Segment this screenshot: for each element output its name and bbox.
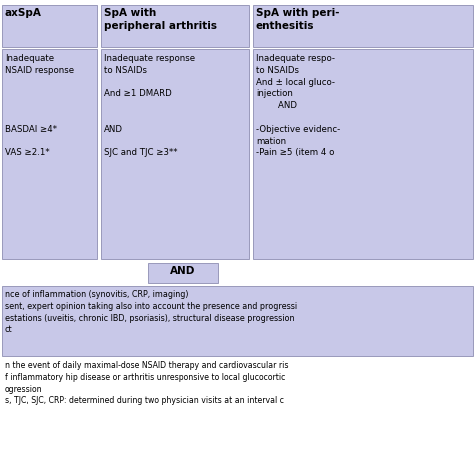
FancyBboxPatch shape [101,49,249,259]
Text: Inadequate
NSAID response




BASDAI ≥4*

VAS ≥2.1*: Inadequate NSAID response BASDAI ≥4* VAS… [5,54,74,157]
FancyBboxPatch shape [2,49,97,259]
Text: AND: AND [170,266,196,276]
FancyBboxPatch shape [148,263,218,283]
Text: Inadequate respo-
to NSAIDs
And ± local gluco-
injection
        AND

-Objective: Inadequate respo- to NSAIDs And ± local … [256,54,340,157]
Text: axSpA: axSpA [5,8,42,18]
Text: nce of inflammation (synovitis, CRP, imaging)
sent, expert opinion taking also i: nce of inflammation (synovitis, CRP, ima… [5,290,297,334]
FancyBboxPatch shape [253,5,473,47]
Text: SpA with peri-
enthesitis: SpA with peri- enthesitis [256,8,339,31]
Text: Inadequate response
to NSAIDs

And ≥1 DMARD


AND

SJC and TJC ≥3**: Inadequate response to NSAIDs And ≥1 DMA… [104,54,195,157]
FancyBboxPatch shape [2,286,473,356]
Text: n the event of daily maximal-dose NSAID therapy and cardiovascular ris
f inflamm: n the event of daily maximal-dose NSAID … [5,361,289,405]
FancyBboxPatch shape [101,5,249,47]
FancyBboxPatch shape [253,49,473,259]
FancyBboxPatch shape [2,5,97,47]
Text: SpA with
peripheral arthritis: SpA with peripheral arthritis [104,8,217,31]
